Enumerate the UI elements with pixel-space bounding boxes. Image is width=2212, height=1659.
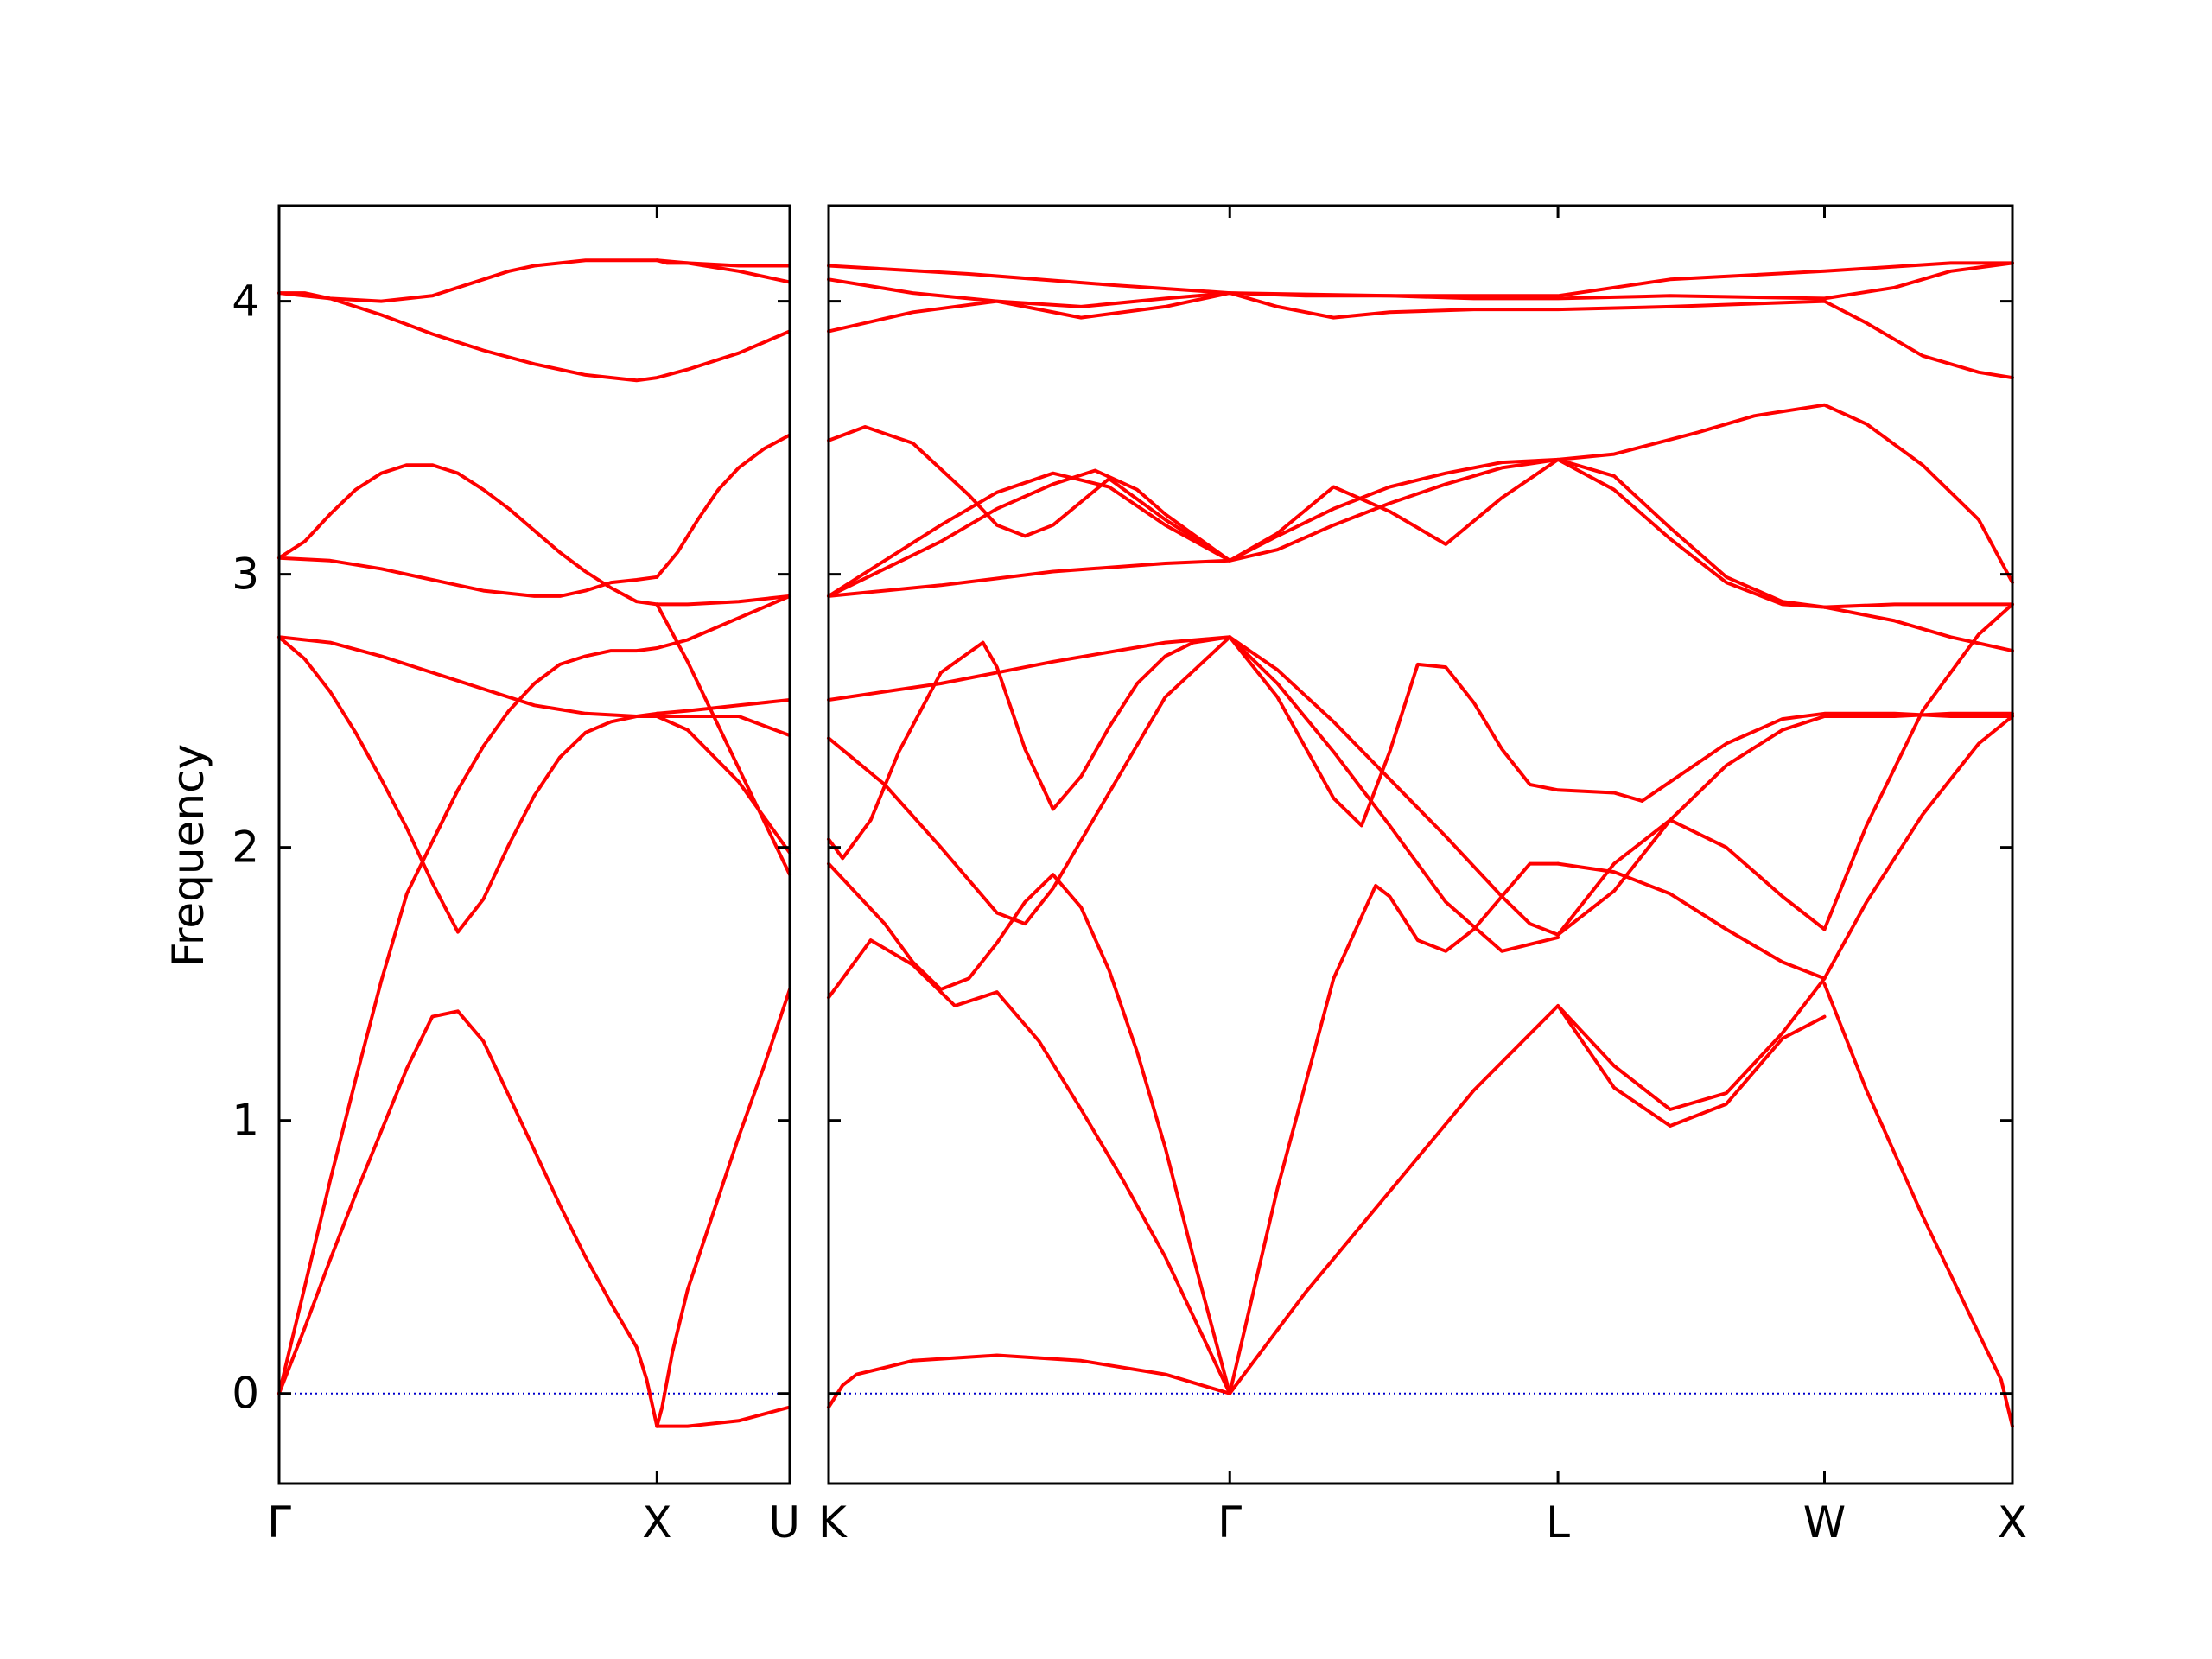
- band-line: [277, 291, 791, 383]
- band-line: [1228, 976, 1827, 1395]
- band-line: [277, 635, 659, 934]
- x-tick-label: Γ: [267, 1497, 291, 1548]
- band-line: [1556, 1004, 1827, 1128]
- band-line: [277, 635, 659, 718]
- band-line: [1228, 635, 2014, 937]
- x-tick-label: Γ: [1217, 1497, 1242, 1548]
- y-tick-label: 2: [232, 823, 259, 873]
- panel-frame: [827, 204, 2014, 1485]
- band-line: [827, 457, 1827, 609]
- band-line: [655, 602, 791, 877]
- band-line: [277, 1009, 659, 1428]
- band-line: [827, 261, 2014, 308]
- band-line: [827, 261, 2014, 298]
- y-axis-label: Frequency: [163, 744, 213, 967]
- band-line: [1640, 711, 2014, 803]
- x-tick-label: L: [1546, 1497, 1570, 1548]
- band-line: [1228, 635, 1644, 828]
- band-line: [655, 1405, 791, 1428]
- band-line: [827, 861, 1232, 1395]
- band-line: [277, 463, 659, 607]
- band-line: [430, 594, 791, 844]
- band-line: [277, 258, 791, 303]
- band-series-group: [277, 258, 2014, 1428]
- band-line: [655, 433, 791, 579]
- band-line: [827, 635, 1560, 953]
- band-line: [1822, 715, 2014, 981]
- tick-marks: [277, 206, 2014, 1484]
- panel-frame: [277, 204, 791, 1485]
- band-line: [1556, 818, 1827, 937]
- band-line: [1822, 602, 2014, 609]
- band-line: [827, 291, 2014, 380]
- x-tick-label: W: [1803, 1497, 1846, 1548]
- band-line: [655, 258, 791, 284]
- x-tick-label: X: [1998, 1497, 2027, 1548]
- band-line: [277, 556, 659, 598]
- band-line: [827, 558, 1232, 598]
- band-line: [1822, 605, 2014, 653]
- band-line: [1556, 861, 1827, 981]
- y-tick-label: 3: [232, 550, 259, 600]
- band-line: [655, 715, 791, 855]
- panel-frames: [277, 204, 2014, 1485]
- band-line: [1228, 861, 1560, 1395]
- band-line: [1822, 602, 2014, 931]
- band-line: [827, 635, 1232, 702]
- x-tick-label: U: [768, 1497, 800, 1548]
- tick-labels: Γ X U K Γ L W X 0 1 2 3 4: [232, 276, 2027, 1548]
- band-line: [827, 938, 1232, 1395]
- band-line: [827, 1353, 1232, 1409]
- x-tick-label: X: [642, 1497, 671, 1548]
- y-tick-label: 0: [232, 1369, 259, 1419]
- band-line: [1822, 982, 2014, 1428]
- band-line: [655, 988, 791, 1428]
- band-line: [277, 788, 460, 1395]
- band-line: [655, 594, 791, 607]
- band-line: [655, 698, 791, 715]
- x-tick-label: K: [818, 1497, 848, 1548]
- band-line: [827, 457, 1827, 609]
- band-line: [827, 635, 1232, 861]
- y-tick-label: 4: [232, 276, 259, 327]
- y-tick-label: 1: [232, 1096, 259, 1146]
